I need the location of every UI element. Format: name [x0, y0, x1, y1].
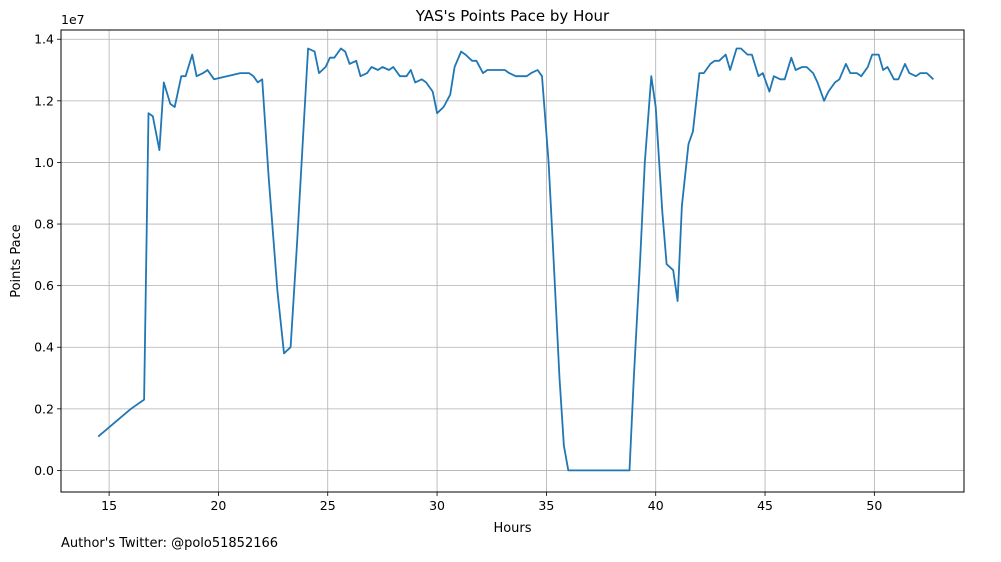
y-tick-label: 0.4 — [34, 340, 54, 355]
y-tick-label: 0.2 — [34, 401, 54, 416]
chart-title: YAS's Points Pace by Hour — [415, 7, 610, 25]
x-axis-ticks: 15 20 25 30 35 40 45 50 — [101, 492, 882, 513]
y-tick-label: 1.4 — [34, 32, 54, 47]
author-credit: Author's Twitter: @polo51852166 — [61, 536, 278, 551]
x-tick-label: 20 — [210, 498, 226, 513]
x-axis-label: Hours — [493, 521, 531, 536]
x-tick-label: 45 — [757, 498, 773, 513]
x-tick-label: 15 — [101, 498, 117, 513]
y-tick-label: 0.8 — [34, 217, 54, 232]
x-tick-label: 30 — [429, 498, 445, 513]
grid-lines — [61, 30, 964, 492]
y-tick-label: 0.6 — [34, 278, 54, 293]
plot-frame — [61, 30, 964, 492]
series-line — [98, 49, 933, 471]
y-axis-ticks: 0.0 0.2 0.4 0.6 0.8 1.0 1.2 1.4 — [34, 32, 61, 478]
x-tick-label: 25 — [320, 498, 336, 513]
y-axis-label: Points Pace — [9, 224, 24, 298]
x-tick-label: 50 — [866, 498, 882, 513]
y-tick-label: 0.0 — [34, 463, 54, 478]
y-tick-label: 1.2 — [34, 93, 54, 108]
x-tick-label: 35 — [538, 498, 554, 513]
y-tick-label: 1.0 — [34, 155, 54, 170]
y-axis-offset-label: 1e7 — [61, 12, 85, 27]
x-tick-label: 40 — [648, 498, 664, 513]
